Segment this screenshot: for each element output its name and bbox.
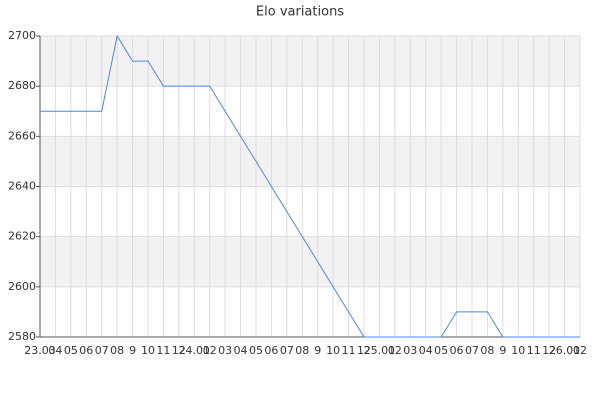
x-tick-label: 08 xyxy=(480,344,494,357)
x-tick-label: 23.03 xyxy=(24,344,56,357)
x-tick-label: 11 xyxy=(156,344,170,357)
x-tick-label: 08 xyxy=(110,344,124,357)
band xyxy=(40,236,580,287)
x-tick-label: 06 xyxy=(79,344,93,357)
y-tick-label: 2680 xyxy=(8,79,36,92)
x-tick-label: 04 xyxy=(48,344,62,357)
y-tick-label: 2660 xyxy=(8,129,36,142)
y-tick-label: 2580 xyxy=(8,330,36,343)
x-tick-label: 06 xyxy=(450,344,464,357)
data-line xyxy=(40,34,580,338)
x-tick-label: 02 xyxy=(388,344,402,357)
x-tick-label: 02 xyxy=(203,344,217,357)
y-tick-label: 2600 xyxy=(8,280,36,293)
x-tick-label: 06 xyxy=(264,344,278,357)
x-tick-label: 08 xyxy=(295,344,309,357)
x-tick-label: 10 xyxy=(141,344,155,357)
y-tick-label: 2700 xyxy=(8,29,36,42)
x-tick-label: 05 xyxy=(64,344,78,357)
x-tick-label: 12 xyxy=(172,344,186,357)
x-tick-label: 07 xyxy=(95,344,109,357)
x-tick-label: 07 xyxy=(465,344,479,357)
x-tick-label: 25.01 xyxy=(364,344,396,357)
x-tick-label: 04 xyxy=(234,344,248,357)
chart-title: Elo variations xyxy=(256,5,344,20)
x-tick-label: 05 xyxy=(249,344,263,357)
x-tick-label: 03 xyxy=(218,344,232,357)
y-tick-label: 2640 xyxy=(8,180,36,193)
x-tick-label: 9 xyxy=(129,344,136,357)
y-tick-label: 2620 xyxy=(8,230,36,243)
x-tick-label: 12 xyxy=(357,344,371,357)
x-tick-label: 11 xyxy=(527,344,541,357)
x-tick-label: 26.01 xyxy=(549,344,581,357)
x-tick-label: 02 xyxy=(573,344,587,357)
x-tick-label: 12 xyxy=(542,344,556,357)
x-tick-label: 9 xyxy=(499,344,506,357)
x-tick-label: 10 xyxy=(326,344,340,357)
band xyxy=(40,136,580,187)
x-tick-label: 9 xyxy=(314,344,321,357)
x-tick-label: 03 xyxy=(403,344,417,357)
band xyxy=(40,36,580,87)
x-tick-label: 24.01 xyxy=(179,344,211,357)
x-tick-label: 11 xyxy=(342,344,356,357)
x-tick-label: 10 xyxy=(511,344,525,357)
x-tick-label: 05 xyxy=(434,344,448,357)
x-tick-label: 07 xyxy=(280,344,294,357)
x-tick-label: 04 xyxy=(419,344,433,357)
